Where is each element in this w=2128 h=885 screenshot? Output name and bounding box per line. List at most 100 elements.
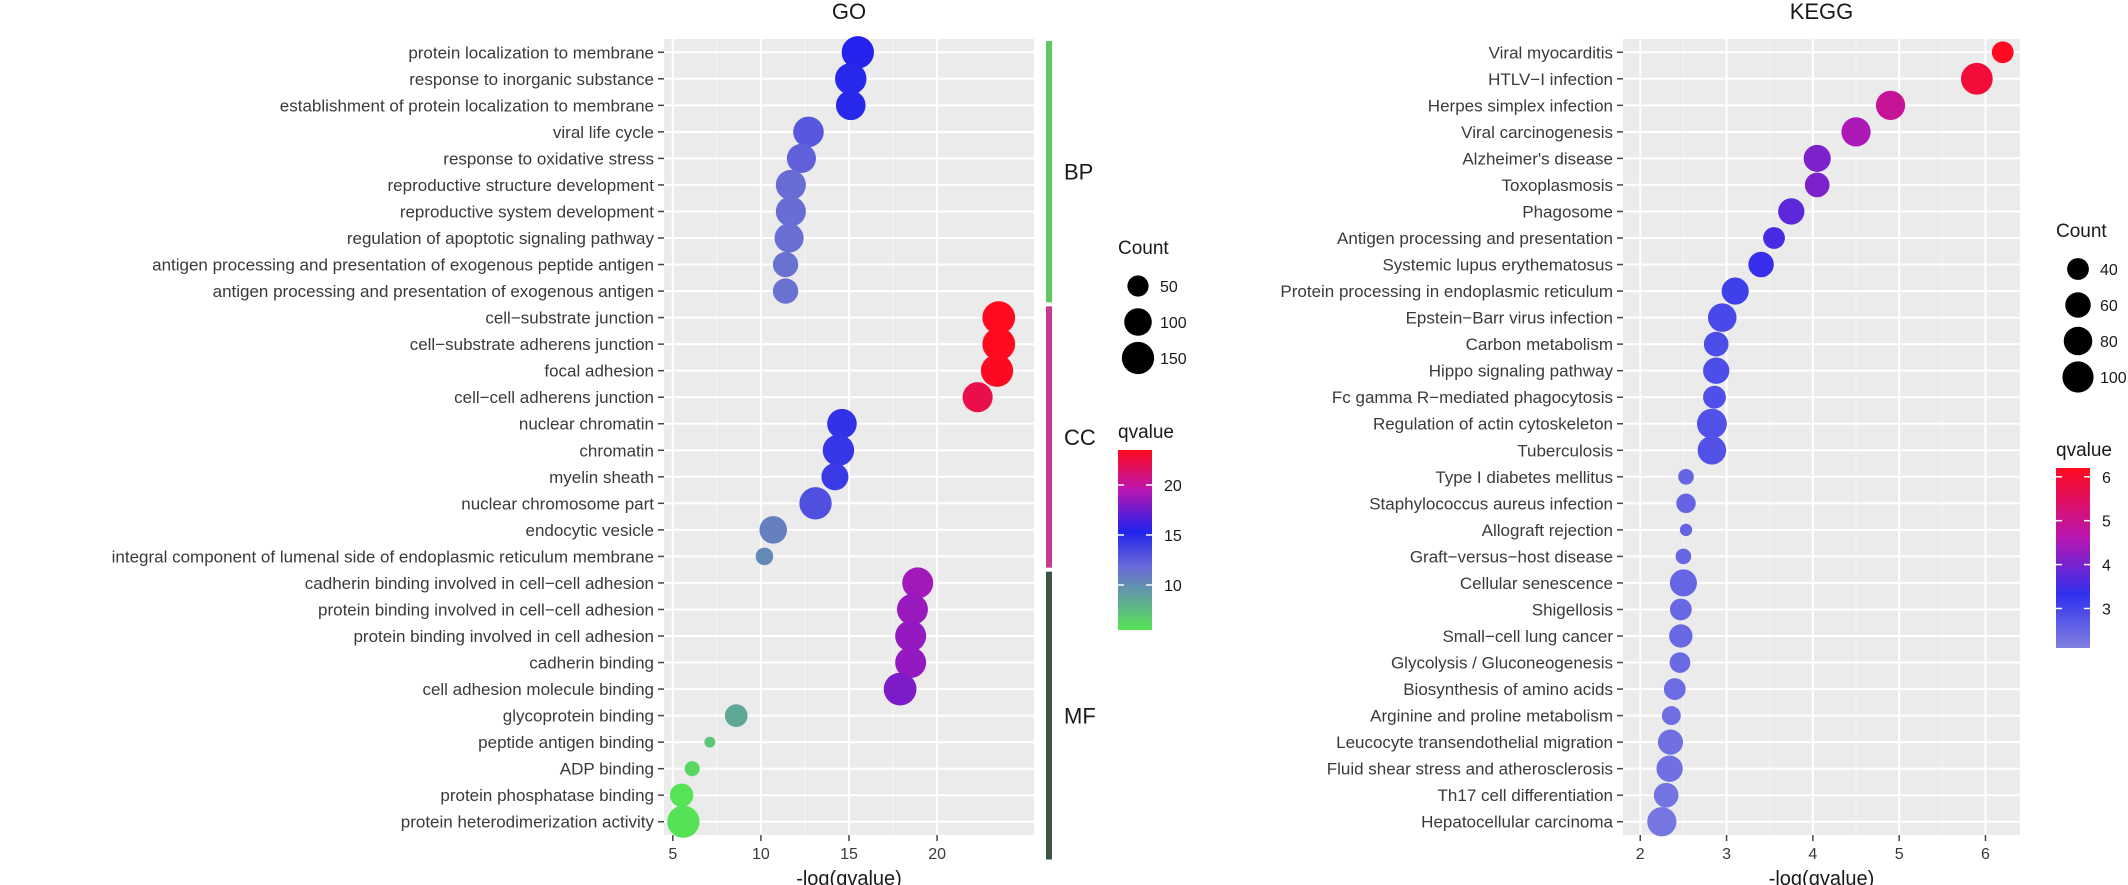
- go-qvalue-legend-title: qvalue: [1118, 422, 1174, 443]
- kegg-dot: [1721, 277, 1749, 305]
- kegg-term-label: Toxoplasmosis: [1502, 176, 1614, 195]
- go-dot: [799, 487, 832, 520]
- go-x-tick-label: 15: [840, 846, 858, 863]
- kegg-plot-background: [1623, 39, 2020, 835]
- go-x-tick-label: 10: [752, 846, 770, 863]
- kegg-term-label: Fc gamma R−mediated phagocytosis: [1332, 388, 1613, 407]
- go-term-label: focal adhesion: [544, 362, 654, 381]
- kegg-dot: [1960, 62, 1993, 95]
- go-dot: [962, 382, 993, 413]
- go-dot: [821, 463, 849, 491]
- kegg-count-legend-label: 40: [2100, 262, 2118, 279]
- go-dot: [835, 63, 867, 95]
- kegg-count-legend-dot: [2062, 361, 2094, 393]
- kegg-dot: [1669, 569, 1697, 597]
- group-label-mf: MF: [1064, 704, 1096, 729]
- kegg-term-label: Phagosome: [1522, 202, 1613, 221]
- go-dot: [835, 90, 866, 121]
- kegg-dot: [1676, 493, 1696, 514]
- go-term-label: cadherin binding involved in cell−cell a…: [305, 574, 654, 593]
- go-term-label: response to inorganic substance: [409, 70, 654, 89]
- kegg-term-label: Arginine and proline metabolism: [1370, 707, 1613, 726]
- kegg-term-label: Viral carcinogenesis: [1461, 123, 1613, 142]
- go-term-label: regulation of apoptotic signaling pathwa…: [347, 229, 655, 248]
- go-dot: [775, 196, 806, 227]
- kegg-dot: [1647, 807, 1677, 837]
- kegg-term-label: Viral myocarditis: [1489, 43, 1613, 62]
- kegg-term-label: Staphylococcus aureus infection: [1369, 494, 1613, 513]
- kegg-dot: [1656, 755, 1683, 782]
- go-term-label: protein localization to membrane: [408, 43, 654, 62]
- kegg-count-legend-dot: [2063, 326, 2093, 356]
- kegg-dot: [1778, 198, 1805, 225]
- kegg-dot: [1804, 172, 1830, 198]
- kegg-colorbar-label: 5: [2102, 514, 2111, 531]
- kegg-dot: [1763, 227, 1785, 249]
- go-term-label: protein binding involved in cell adhesio…: [353, 627, 654, 646]
- go-term-label: reproductive structure development: [388, 176, 655, 195]
- go-term-label: antigen processing and presentation of e…: [152, 256, 654, 275]
- go-dot: [704, 736, 716, 748]
- kegg-dot: [1703, 357, 1730, 384]
- group-bar-bp: [1046, 41, 1052, 303]
- kegg-qvalue-legend-title: qvalue: [2056, 440, 2112, 461]
- kegg-term-label: Hippo signaling pathway: [1429, 362, 1614, 381]
- go-title: GO: [832, 0, 866, 24]
- kegg-term-label: Tuberculosis: [1517, 441, 1613, 460]
- kegg-colorbar-label: 4: [2102, 558, 2111, 575]
- go-count-legend-title: Count: [1118, 238, 1169, 259]
- go-dot: [841, 36, 874, 69]
- go-term-label: ADP binding: [560, 760, 654, 779]
- go-term-label: protein phosphatase binding: [440, 786, 654, 805]
- go-qvalue-colorbar: [1118, 450, 1152, 630]
- kegg-dot: [1675, 548, 1692, 565]
- go-term-label: establishment of protein localization to…: [280, 96, 654, 115]
- kegg-term-label: Allograft rejection: [1482, 521, 1613, 540]
- go-term-label: glycoprotein binding: [503, 707, 654, 726]
- go-dot: [759, 516, 788, 544]
- go-term-label: nuclear chromatin: [519, 415, 654, 434]
- go-count-legend-label: 150: [1160, 351, 1187, 368]
- kegg-term-label: Shigellosis: [1532, 600, 1613, 619]
- go-dot: [896, 593, 928, 625]
- kegg-term-label: Systemic lupus erythematosus: [1382, 256, 1613, 275]
- go-term-label: myelin sheath: [549, 468, 654, 487]
- go-dot: [822, 434, 855, 466]
- group-bar-cc: [1046, 306, 1052, 568]
- kegg-term-label: Alzheimer's disease: [1462, 149, 1613, 168]
- kegg-dot: [1703, 385, 1726, 409]
- kegg-x-tick-label: 5: [1895, 846, 1904, 863]
- go-dot: [786, 143, 816, 173]
- kegg-dot: [1707, 303, 1737, 332]
- go-x-tick-label: 5: [668, 846, 677, 863]
- go-colorbar-label: 10: [1164, 578, 1182, 595]
- go-term-label: chromatin: [579, 441, 654, 460]
- go-count-legend-dot: [1121, 341, 1155, 375]
- kegg-dot: [1991, 41, 2014, 64]
- kegg-term-label: Fluid shear stress and atherosclerosis: [1327, 760, 1613, 779]
- go-term-label: cell−substrate junction: [485, 309, 654, 328]
- kegg-dot: [1696, 408, 1727, 439]
- go-dot: [980, 354, 1014, 387]
- go-term-label: protein binding involved in cell−cell ad…: [318, 600, 654, 619]
- go-term-label: antigen processing and presentation of e…: [213, 282, 654, 301]
- go-dot: [895, 647, 927, 679]
- kegg-term-label: Biosynthesis of amino acids: [1403, 680, 1613, 699]
- kegg-term-label: Epstein−Barr virus infection: [1406, 309, 1613, 328]
- go-x-axis-title: -log(qvalue): [796, 868, 902, 885]
- group-bar-mf: [1046, 571, 1052, 860]
- group-label-cc: CC: [1064, 425, 1096, 450]
- group-label-bp: BP: [1064, 160, 1093, 185]
- kegg-qvalue-colorbar: [2056, 468, 2090, 648]
- go-term-label: cell−substrate adherens junction: [410, 335, 654, 354]
- kegg-colorbar-label: 3: [2102, 601, 2111, 618]
- kegg-term-label: Regulation of actin cytoskeleton: [1373, 415, 1613, 434]
- kegg-x-axis-title: -log(qvalue): [1769, 868, 1875, 885]
- go-term-label: endocytic vesicle: [525, 521, 654, 540]
- kegg-dot: [1678, 468, 1694, 485]
- kegg-term-label: Graft−versus−host disease: [1410, 547, 1613, 566]
- kegg-dot: [1679, 523, 1693, 537]
- go-term-label: protein heterodimerization activity: [401, 813, 655, 832]
- kegg-x-tick-label: 4: [1808, 846, 1817, 863]
